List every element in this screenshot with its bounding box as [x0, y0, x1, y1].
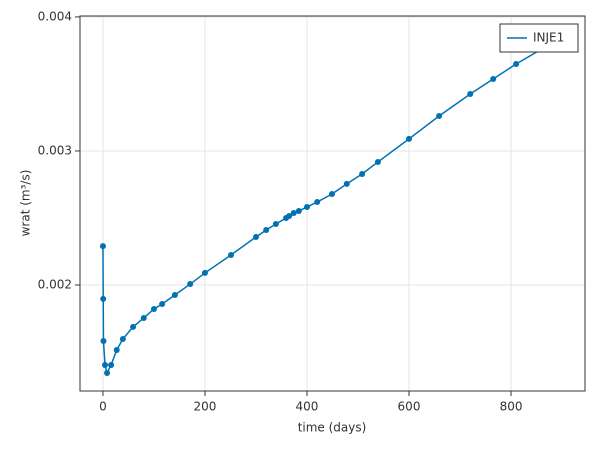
data-point	[201, 269, 208, 276]
legend-label: INJE1	[533, 31, 564, 45]
x-axis-label: time (days)	[298, 421, 367, 435]
y-axis-label: wrat (m³/s)	[19, 170, 33, 237]
x-tick-label: 600	[398, 400, 421, 414]
plot-frame	[79, 15, 586, 392]
data-point	[113, 346, 120, 353]
data-point	[513, 60, 520, 67]
data-point	[290, 210, 297, 217]
data-point	[100, 295, 107, 302]
data-point	[100, 338, 107, 345]
data-point	[314, 199, 321, 206]
x-tick-label: 0	[99, 400, 107, 414]
data-point	[263, 227, 270, 234]
data-point	[252, 234, 259, 241]
data-point	[101, 361, 108, 368]
data-point	[150, 305, 157, 312]
data-point	[119, 335, 126, 342]
y-tick-label: 0.004	[38, 9, 72, 23]
data-point	[286, 212, 293, 219]
x-tick-label: 400	[296, 400, 319, 414]
data-point	[108, 361, 115, 368]
data-point	[187, 281, 194, 288]
data-point	[343, 180, 350, 187]
data-point	[374, 158, 381, 165]
data-point	[467, 91, 474, 98]
data-point	[436, 112, 443, 119]
x-tick-label: 800	[500, 400, 523, 414]
x-tick-label: 200	[194, 400, 217, 414]
data-point	[99, 243, 106, 250]
data-point	[272, 221, 279, 228]
data-point	[130, 323, 137, 330]
data-point	[303, 203, 310, 210]
data-point	[159, 301, 166, 308]
data-point	[227, 251, 234, 258]
series-line	[102, 37, 561, 376]
y-tick-label: 0.002	[38, 277, 72, 291]
data-point	[171, 292, 178, 299]
data-point	[140, 314, 147, 321]
data-point	[295, 208, 302, 215]
data-point	[328, 190, 335, 197]
data-point	[104, 370, 111, 377]
data-point	[359, 171, 366, 178]
y-tick-label: 0.003	[38, 143, 72, 157]
data-point	[406, 135, 413, 142]
data-point	[490, 75, 497, 82]
